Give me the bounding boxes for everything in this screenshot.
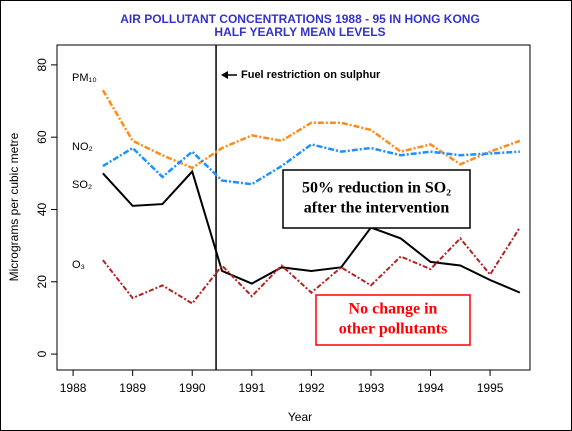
x-tick-label: 1990 [179, 381, 206, 395]
annotation-text: other pollutants [339, 321, 448, 338]
series-line [102, 169, 521, 294]
x-tick-label: 1991 [238, 381, 265, 395]
series-label: NO₂ [72, 141, 93, 153]
series-line [101, 89, 521, 170]
x-tick-label: 1989 [119, 381, 146, 395]
series-label: O₃ [72, 259, 85, 271]
y-tick-label: 60 [35, 130, 49, 144]
annotation-box [282, 169, 471, 229]
x-tick-label: 1993 [358, 381, 385, 395]
annotation-box [315, 294, 471, 346]
x-tick-label: 1988 [60, 381, 87, 395]
annotation-text: after the intervention [304, 200, 450, 217]
series-line [102, 227, 521, 305]
y-axis-label: Micrograms per cubic metre [7, 132, 21, 281]
arrow-head [221, 71, 228, 79]
chart-subtitle: HALF YEARLY MEAN LEVELS [214, 25, 385, 39]
y-tick-label: 40 [35, 202, 49, 216]
plot-box [56, 44, 531, 371]
annotation-text: 50% reduction in SO₂ [302, 180, 451, 197]
series-label: PM₁₀ [72, 72, 97, 84]
x-tick-label: 1992 [298, 381, 325, 395]
intervention-label: Fuel restriction on sulphur [241, 69, 381, 81]
y-tick-label: 20 [35, 275, 49, 289]
series-label: SO₂ [72, 179, 92, 191]
annotation-text: No change in [349, 301, 438, 318]
y-tick-label: 80 [35, 58, 49, 72]
x-tick-label: 1994 [417, 381, 444, 395]
x-axis-label: Year [288, 410, 312, 424]
series-line [102, 143, 520, 186]
x-tick-label: 1995 [477, 381, 504, 395]
y-tick-label: 0 [35, 350, 49, 357]
chart-title: AIR POLLUTANT CONCENTRATIONS 1988 - 95 I… [120, 12, 480, 26]
